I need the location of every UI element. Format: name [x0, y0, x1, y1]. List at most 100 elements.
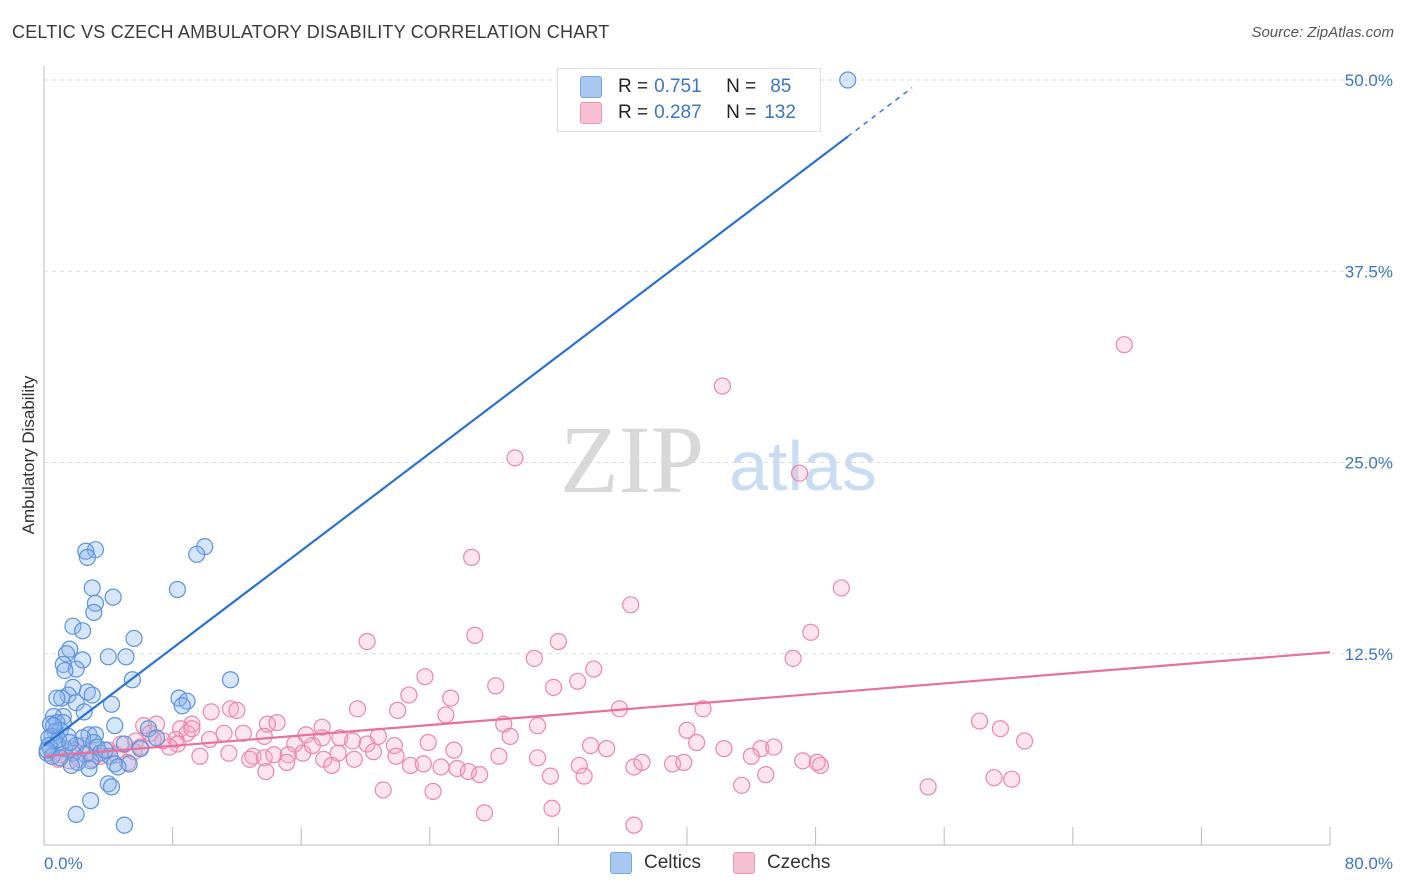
czechs-point: [811, 756, 830, 775]
czechs-point: [255, 749, 273, 767]
czechs-point: [694, 700, 712, 718]
czechs-point: [1015, 732, 1034, 750]
czechs-point: [688, 733, 706, 752]
celtics-point: [54, 655, 72, 674]
czechs-trend-line: [43, 651, 1331, 758]
czechs-point: [528, 749, 547, 767]
czechs-point: [358, 632, 376, 651]
czechs-point: [1115, 336, 1133, 354]
czechs-point: [742, 747, 760, 765]
celtics-point: [78, 548, 97, 566]
r-label: R =: [618, 102, 649, 123]
czechs-point: [541, 767, 559, 785]
y-tick-label: 12.5%: [1345, 645, 1393, 664]
n-value: 132: [764, 102, 796, 123]
chart-title: CELTIC VS CZECH AMBULATORY DISABILITY CO…: [12, 22, 610, 42]
czechs-point: [525, 649, 543, 667]
celtics-point: [104, 588, 122, 606]
czechs-point: [344, 732, 362, 750]
czechs-point: [802, 623, 820, 641]
czechs-point: [374, 781, 392, 799]
czechs-point: [919, 778, 937, 796]
czechs-point: [437, 706, 455, 724]
celtics-point: [839, 71, 857, 89]
czechs-swatch: [580, 102, 602, 124]
celtics-point: [120, 755, 138, 773]
celtics-point: [168, 580, 187, 599]
czechs-point: [575, 767, 593, 785]
celtics-point: [173, 697, 191, 715]
celtics-point: [61, 733, 79, 752]
czechs-point: [459, 762, 477, 781]
czechs-point: [675, 753, 693, 771]
czechs-point: [991, 720, 1010, 738]
czechs-point: [191, 747, 209, 765]
celtics-point: [99, 648, 117, 666]
celtics-point: [115, 816, 133, 834]
celtics-point: [83, 579, 101, 597]
czechs-point: [501, 727, 519, 745]
celtics-point: [73, 651, 92, 669]
celtics-trend-line: [43, 135, 849, 747]
celtics-point: [45, 717, 63, 735]
celtics-legend-swatch: [610, 852, 632, 874]
celtics-point: [178, 692, 196, 710]
trend-lines: [43, 87, 1331, 758]
czechs-point: [598, 740, 616, 758]
r-value: 0.751: [654, 76, 702, 97]
celtics-point: [221, 671, 240, 689]
czechs-point: [528, 717, 547, 735]
celtics-point: [188, 545, 206, 563]
czechs-point: [419, 733, 437, 752]
czechs-legend-swatch: [733, 852, 755, 874]
x-tick-label: 0.0%: [44, 854, 83, 873]
czechs-point: [268, 713, 286, 732]
r-label: R =: [618, 76, 649, 97]
czechs-point: [221, 700, 240, 718]
czechs-point: [416, 668, 434, 686]
celtics-point: [115, 735, 133, 753]
r-value: 0.287: [654, 102, 702, 123]
celtics-point: [99, 775, 117, 793]
celtics-point: [56, 661, 74, 680]
celtics-point: [85, 603, 103, 622]
celtics-point: [51, 749, 69, 767]
stats-legend: R = 0.751 N = 85 R = 0.287 N = 132: [557, 68, 821, 132]
czechs-legend-label: Czechs: [767, 852, 831, 873]
legend-row-czechs: R = 0.287 N = 132: [580, 101, 796, 125]
celtics-point: [125, 629, 143, 648]
y-axis-label: Ambulatory Disability: [19, 375, 38, 534]
y-tick-label: 37.5%: [1345, 262, 1393, 281]
watermark: ZIP atlas: [560, 406, 877, 513]
celtics-swatch: [580, 76, 602, 98]
celtics-legend-label: Celtics: [644, 852, 702, 873]
celtics-points: [38, 71, 857, 834]
czechs-point: [401, 756, 420, 775]
czechs-point: [569, 672, 587, 690]
czechs-point: [581, 736, 600, 755]
czechs-point: [506, 449, 524, 467]
czechs-point: [432, 758, 450, 776]
czechs-point: [442, 689, 460, 707]
czechs-point: [970, 712, 989, 730]
czechs-point: [364, 743, 383, 761]
czechs-point: [278, 753, 296, 771]
celtics-point: [106, 717, 124, 735]
czechs-point: [625, 816, 643, 834]
czechs-point: [323, 756, 341, 775]
celtics-point: [78, 683, 97, 701]
czechs-point: [475, 804, 494, 822]
x-tick-label: 80.0%: [1345, 854, 1393, 873]
czechs-point: [385, 736, 404, 755]
celtics-point: [64, 617, 82, 635]
czechs-point: [490, 747, 508, 765]
celtics-point: [106, 755, 124, 773]
czechs-point: [220, 744, 238, 762]
celtics-point: [73, 622, 92, 640]
czechs-point: [1003, 770, 1021, 788]
czechs-point: [622, 596, 640, 614]
czechs-point: [765, 738, 783, 756]
czechs-point: [387, 747, 405, 765]
czechs-point: [543, 799, 561, 817]
tick-labels: 12.5% 25.0% 37.5% 50.0% 0.0% 80.0%: [44, 71, 1393, 873]
